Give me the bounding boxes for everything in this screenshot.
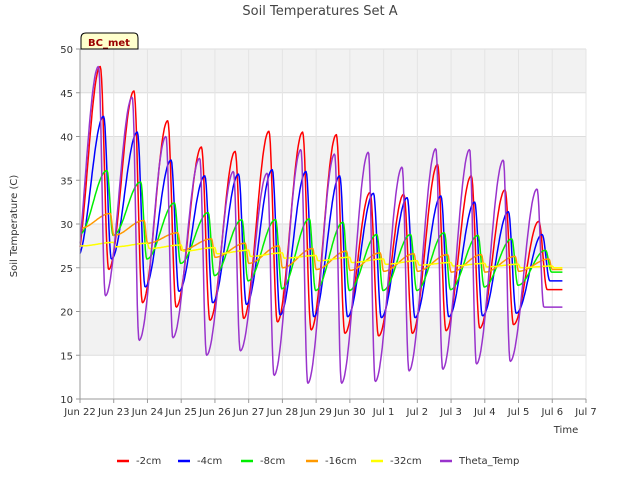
x-tick-label: Jun 23 bbox=[97, 407, 130, 418]
x-tick-label: Jul 3 bbox=[439, 407, 462, 418]
y-tick-label: 20 bbox=[60, 308, 73, 319]
y-tick-label: 50 bbox=[60, 45, 73, 56]
x-tick-label: Jul 1 bbox=[372, 407, 395, 418]
y-tick-label: 30 bbox=[60, 220, 73, 231]
legend-label: -8cm bbox=[260, 456, 285, 467]
legend-item: Theta_Temp bbox=[440, 456, 519, 467]
legend-label: -2cm bbox=[136, 456, 161, 467]
legend-item: -32cm bbox=[371, 456, 422, 467]
y-tick-label: 15 bbox=[60, 351, 73, 362]
y-tick-label: 45 bbox=[60, 89, 73, 100]
x-tick-label: Jun 26 bbox=[198, 407, 231, 418]
x-axis-label: Time bbox=[553, 425, 578, 436]
x-tick-label: Jul 4 bbox=[473, 407, 496, 418]
x-tick-label: Jun 22 bbox=[63, 407, 96, 418]
legend-label: Theta_Temp bbox=[458, 456, 519, 467]
y-axis-label: Soil Temperature (C) bbox=[9, 175, 20, 278]
legend-label: -4cm bbox=[197, 456, 222, 467]
badge-box bbox=[80, 32, 139, 50]
y-tick-label: 40 bbox=[60, 133, 73, 144]
legend-item: -4cm bbox=[178, 456, 222, 467]
x-tick-label: Jun 27 bbox=[232, 407, 265, 418]
series-line-4cm bbox=[79, 115, 563, 319]
legend: -2cm -4cm -8cm -16cm -32cm Theta_Temp bbox=[117, 456, 519, 467]
y-tick-label: 25 bbox=[60, 264, 73, 275]
legend-item: -2cm bbox=[117, 456, 161, 467]
x-tick-label: Jul 6 bbox=[540, 407, 563, 418]
legend-item: -16cm bbox=[306, 456, 357, 467]
x-tick-label: Jun 25 bbox=[164, 407, 197, 418]
y-tick-label: 10 bbox=[60, 395, 73, 406]
plot-band bbox=[80, 49, 586, 93]
x-tick-label: Jul 5 bbox=[507, 407, 530, 418]
badge-text: BC_met bbox=[88, 38, 130, 49]
legend-label: -16cm bbox=[325, 456, 357, 467]
x-tick-label: Jun 29 bbox=[299, 407, 332, 418]
chart-title: Soil Temperatures Set A bbox=[242, 4, 397, 19]
station-badge: BC_met bbox=[80, 32, 139, 50]
plot-band bbox=[80, 311, 586, 356]
x-tick-label: Jun 30 bbox=[333, 407, 366, 418]
series-line-theta-temp bbox=[79, 65, 563, 384]
x-tick-label: Jun 24 bbox=[131, 407, 164, 418]
x-tick-label: Jun 28 bbox=[266, 407, 299, 418]
x-tick-label: Jul 2 bbox=[406, 407, 429, 418]
plot-band bbox=[80, 92, 586, 137]
series-line-8cm bbox=[79, 169, 563, 292]
legend-item: -8cm bbox=[241, 456, 285, 467]
plot-band bbox=[80, 267, 586, 312]
legend-label: -32cm bbox=[390, 456, 422, 467]
series-lines bbox=[79, 65, 563, 384]
y-tick-label: 35 bbox=[60, 176, 73, 187]
plot-band bbox=[80, 355, 586, 399]
x-tick-label: Jul 7 bbox=[574, 407, 597, 418]
